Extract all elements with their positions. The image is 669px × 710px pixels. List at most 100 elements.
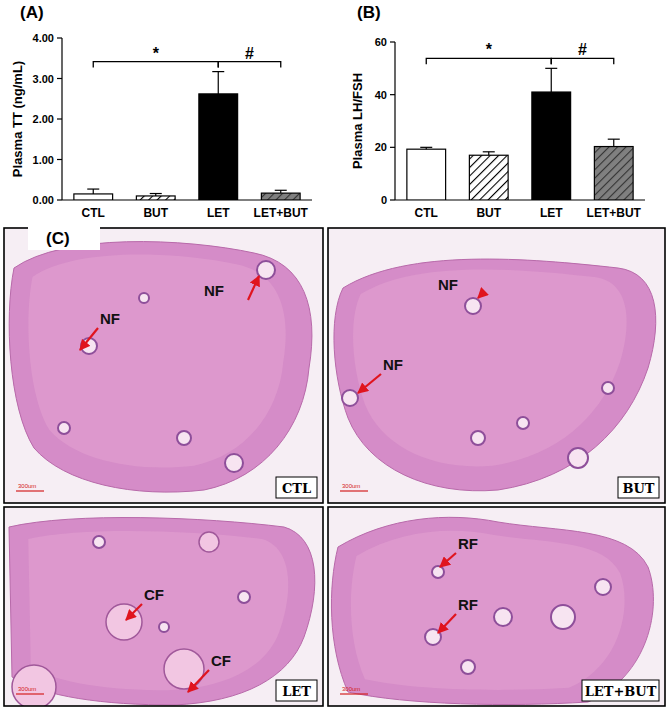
cyst: [106, 604, 142, 640]
structure-label: CF: [211, 652, 231, 669]
y-tick: [57, 37, 62, 38]
follicle: [595, 579, 611, 595]
follicle: [517, 417, 529, 429]
error-cap: [87, 188, 99, 189]
y-tick: [57, 199, 62, 200]
scale-bar: [340, 490, 368, 491]
tissue-region: [353, 269, 627, 466]
bracket-line: [93, 62, 218, 68]
structure-label: RF: [458, 596, 478, 613]
error-stem: [551, 68, 552, 92]
bracket-line: [551, 58, 614, 64]
y-tick: [57, 118, 62, 119]
arrow: [80, 328, 98, 350]
error-stem: [613, 139, 614, 146]
micrograph: RFRF300umLET+BUT: [328, 507, 665, 706]
group-label-box: [276, 680, 317, 701]
significance-bracket: #: [218, 45, 281, 68]
structure-label: RF: [458, 535, 478, 552]
follicle: [257, 261, 275, 279]
bar: [594, 147, 633, 200]
significance-mark: #: [245, 45, 254, 62]
scale-bar-label: 300um: [342, 483, 360, 489]
panel-label: (C): [46, 229, 70, 248]
image-content: [328, 228, 665, 503]
bars: [74, 72, 300, 200]
bar: [199, 94, 238, 200]
bars: [407, 68, 633, 200]
significance-bracket: *: [426, 41, 551, 64]
tissue: [9, 518, 315, 705]
error-bar: [608, 139, 620, 146]
arrow: [478, 294, 482, 298]
follicle: [58, 422, 70, 434]
y-tick: [57, 159, 62, 160]
y-tick-label: 20: [375, 141, 387, 153]
error-bar: [483, 152, 495, 155]
panel-label: (A): [20, 3, 44, 22]
follicle: [602, 382, 614, 394]
micrograph: NFNF300umCTL: [4, 228, 323, 503]
cyst: [199, 532, 219, 552]
group-label: LET+BUT: [585, 684, 657, 699]
arrow: [126, 604, 142, 620]
x-tick-label: LET+BUT: [587, 206, 642, 220]
arrow: [188, 670, 209, 692]
structure-label: NF: [204, 282, 224, 299]
error-bar: [275, 190, 287, 193]
panel-c: NFNF300umCTLNFNF300umBUTCFCF300umLETRFRF…: [4, 224, 665, 709]
bracket-line: [218, 62, 281, 68]
micrograph: NFNF300umBUT: [328, 228, 665, 503]
scale-bar-label: 300um: [18, 686, 36, 692]
image-content: [4, 507, 323, 706]
error-cap: [275, 190, 287, 191]
y-tick-label: 2.00: [33, 113, 54, 125]
error-bar: [150, 194, 162, 196]
y-tick-label: 3.00: [33, 73, 54, 85]
error-bar: [420, 147, 432, 149]
bar: [407, 149, 446, 200]
group-label-box: [618, 477, 659, 498]
structure-label: NF: [438, 276, 458, 293]
image-background: [4, 228, 323, 503]
follicle: [494, 608, 512, 626]
error-bar: [545, 68, 557, 92]
structure-label: NF: [383, 356, 403, 373]
follicle: [225, 454, 243, 472]
group-label-box: [276, 477, 317, 498]
image-background: [328, 228, 665, 503]
scale-bar: [340, 693, 368, 694]
x-tick-label: LET+BUT: [254, 206, 309, 220]
bar: [532, 92, 571, 200]
follicle: [568, 448, 588, 468]
bar: [136, 196, 175, 200]
error-cap: [483, 151, 495, 152]
error-bar: [87, 189, 99, 194]
tissue-region: [28, 255, 285, 468]
significance-mark: *: [153, 45, 160, 62]
follicle: [432, 566, 444, 578]
micrograph: CF CF 300um LET: [4, 507, 323, 709]
tissue: [9, 242, 312, 493]
x-tick-label: CTL: [415, 206, 438, 220]
structure-label: CF: [144, 586, 164, 603]
y-axis: [61, 38, 62, 200]
follicle: [139, 293, 149, 303]
arrow: [440, 553, 456, 567]
page: {"chart_data": [ {"type": "bar", "title"…: [0, 0, 669, 710]
image-frame: [328, 507, 665, 706]
group-label: LET: [282, 684, 311, 699]
image-frame: [4, 507, 323, 706]
image-background: [328, 507, 665, 706]
y-axis: [394, 42, 395, 200]
panel-label-bg: [28, 224, 100, 250]
follicle: [471, 431, 485, 445]
follicle: [342, 390, 358, 406]
scale-bar-label: 300um: [18, 483, 36, 489]
significance-mark: #: [578, 41, 587, 58]
y-tick-label: 40: [375, 89, 387, 101]
image-content: [4, 228, 323, 503]
follicle: [93, 536, 105, 548]
significance-bracket: *: [93, 45, 218, 68]
arrow: [438, 614, 456, 633]
